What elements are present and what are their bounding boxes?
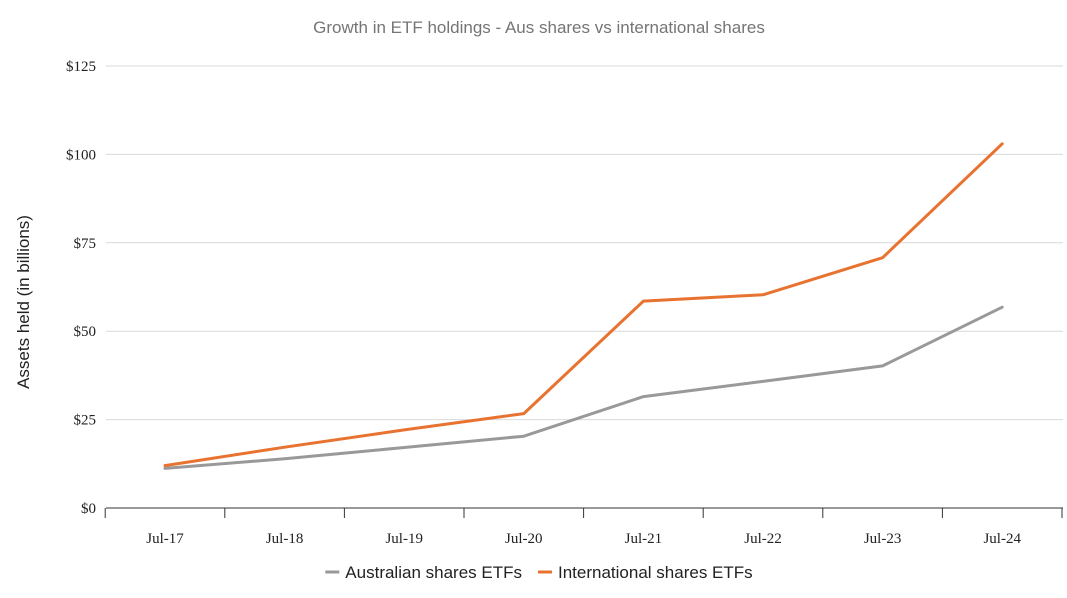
series-line-1	[163, 305, 1004, 470]
x-axis: Jul-17 Jul-18 Jul-19 Jul-20 Jul-21 Jul-22 Jul-…	[104, 507, 1063, 547]
y-tick-label: $75	[74, 236, 97, 252]
y-tick-label: $25	[74, 413, 97, 429]
y-tick-label: $100	[66, 147, 96, 163]
legend: Australian shares ETFs International shar…	[325, 563, 753, 582]
x-tick-label: Jul-18	[266, 531, 304, 547]
x-tick-label: Jul-19	[385, 531, 423, 547]
gridlines	[106, 65, 1063, 421]
x-tick-label: Jul-24	[983, 531, 1021, 547]
x-tick-label: Jul-21	[625, 531, 663, 547]
legend-item-1: Australian shares ETFs	[325, 563, 522, 582]
legend-item-2: International shares ETFs	[538, 563, 753, 582]
y-axis-ticks: $0 $25 $50 $75 $100 $125	[66, 59, 96, 517]
legend-label: International shares ETFs	[558, 563, 753, 582]
chart-title: Growth in ETF holdings - Aus shares vs i…	[313, 18, 765, 37]
legend-label: Australian shares ETFs	[345, 563, 522, 582]
x-tick-label: Jul-17	[146, 531, 184, 547]
x-tick-label: Jul-23	[864, 531, 902, 547]
series-lines	[163, 142, 1004, 470]
y-axis-label: Assets held (in billions)	[14, 215, 33, 389]
x-tick-label: Jul-22	[744, 531, 782, 547]
y-tick-label: $0	[81, 501, 96, 517]
series-line-2	[163, 142, 1004, 468]
x-tick-label: Jul-20	[505, 531, 543, 547]
y-tick-label: $50	[74, 324, 97, 340]
y-tick-label: $125	[66, 59, 96, 75]
